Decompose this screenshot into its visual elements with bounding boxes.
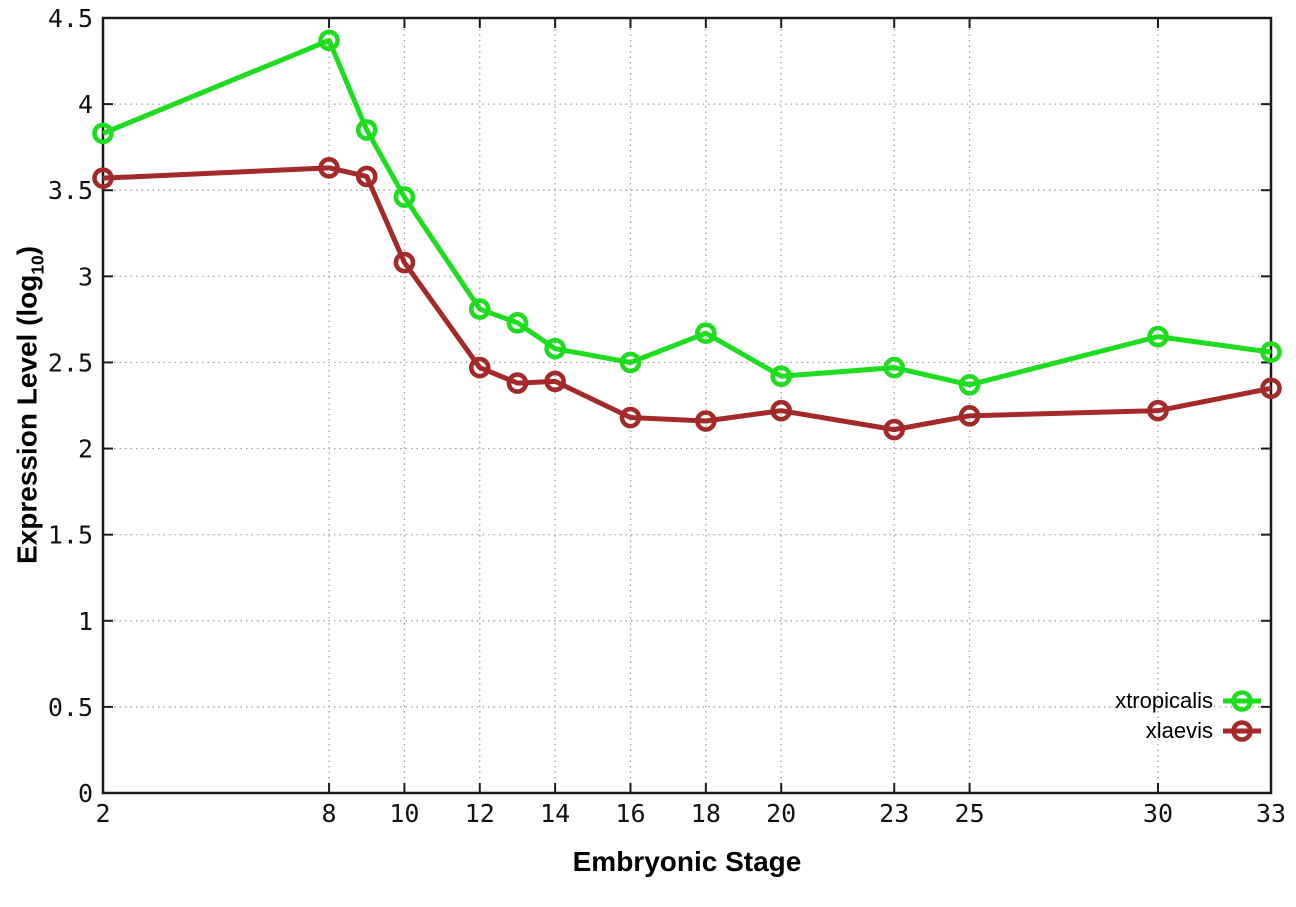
y-tick-label-0: 0 xyxy=(78,779,93,808)
xlaevis-point-stage-8 xyxy=(318,157,340,179)
legend-label-xtropicalis: xtropicalis xyxy=(1115,688,1213,713)
xtropicalis-point-stage-10 xyxy=(393,186,416,208)
xtropicalis-line-marker-icon xyxy=(1223,690,1261,712)
x-tick-label-33: 33 xyxy=(1256,799,1286,828)
xlaevis-point-stage-18 xyxy=(695,410,717,432)
x-tick-label-14: 14 xyxy=(540,799,570,828)
xlaevis-point-stage-23 xyxy=(883,418,906,441)
xlaevis-point-stage-20 xyxy=(770,399,792,422)
y-axis-title: Expression Level (log10) xyxy=(12,246,49,564)
y-tick-label-4: 4 xyxy=(78,90,93,119)
xtropicalis-point-stage-20 xyxy=(770,365,792,388)
xtropicalis-point-stage-12 xyxy=(468,298,491,320)
xlaevis-point-stage-14 xyxy=(544,370,566,393)
xtropicalis-point-stage-16 xyxy=(619,351,642,374)
x-tick-label-23: 23 xyxy=(879,799,909,828)
xtropicalis-point-stage-33 xyxy=(1260,341,1282,363)
xlaevis-point-stage-33 xyxy=(1260,377,1282,400)
x-tick-label-12: 12 xyxy=(465,799,495,828)
y-tick-label-3: 3 xyxy=(78,262,93,291)
legend-label-xlaevis: xlaevis xyxy=(1145,718,1213,743)
xlaevis-line-marker-icon xyxy=(1223,720,1261,742)
xtropicalis-point-stage-13 xyxy=(506,312,529,334)
x-tick-label-8: 8 xyxy=(322,799,337,828)
xtropicalis-point-stage-25 xyxy=(958,374,981,396)
xtropicalis-point-stage-9 xyxy=(355,119,378,141)
y-tick-label-1.5: 1.5 xyxy=(48,521,93,550)
y-tick-label-0.5: 0.5 xyxy=(48,693,93,722)
y-tick-label-3.5: 3.5 xyxy=(48,176,93,205)
xlaevis-point-stage-12 xyxy=(468,356,491,379)
legend: xtropicalis xlaevis xyxy=(1115,686,1262,746)
y-axis-title-text: Expression Level (log xyxy=(11,274,43,565)
x-tick-label-10: 10 xyxy=(389,799,419,828)
xtropicalis-point-stage-30 xyxy=(1147,325,1169,348)
x-tick-label-2: 2 xyxy=(95,799,110,828)
x-tick-label-18: 18 xyxy=(691,799,721,828)
legend-item-xlaevis: xlaevis xyxy=(1146,716,1262,746)
xlaevis-point-stage-9 xyxy=(355,165,378,188)
y-tick-label-1: 1 xyxy=(78,607,93,636)
xlaevis-point-stage-13 xyxy=(506,372,529,394)
xlaevis-point-stage-30 xyxy=(1147,399,1169,422)
xlaevis-line xyxy=(102,165,1272,433)
xlaevis-point-stage-16 xyxy=(619,406,642,429)
xtropicalis-point-stage-8 xyxy=(318,29,340,52)
y-axis-title-subscript: 10 xyxy=(27,255,48,275)
xtropicalis-point-stage-18 xyxy=(695,322,717,344)
xlaevis-point-stage-10 xyxy=(393,251,416,274)
xtropicalis-point-stage-14 xyxy=(544,337,566,360)
x-tick-label-30: 30 xyxy=(1143,799,1173,828)
xlaevis-point-stage-25 xyxy=(958,405,981,427)
xtropicalis-point-stage-2 xyxy=(92,122,114,145)
legend-item-xtropicalis: xtropicalis xyxy=(1115,686,1262,716)
y-tick-label-2.5: 2.5 xyxy=(48,348,93,377)
x-tick-label-16: 16 xyxy=(615,799,645,828)
x-tick-label-20: 20 xyxy=(766,799,796,828)
plot-border xyxy=(101,16,1273,795)
xtropicalis-line xyxy=(102,37,1272,388)
xtropicalis-point-stage-23 xyxy=(883,356,906,379)
y-axis-title-close: ) xyxy=(11,245,43,256)
y-tick-label-4.5: 4.5 xyxy=(48,4,93,33)
x-tick-label-25: 25 xyxy=(955,799,985,828)
xlaevis-point-stage-2 xyxy=(92,167,114,189)
x-axis-title: Embryonic Stage xyxy=(572,846,802,877)
y-tick-label-2: 2 xyxy=(78,435,93,464)
